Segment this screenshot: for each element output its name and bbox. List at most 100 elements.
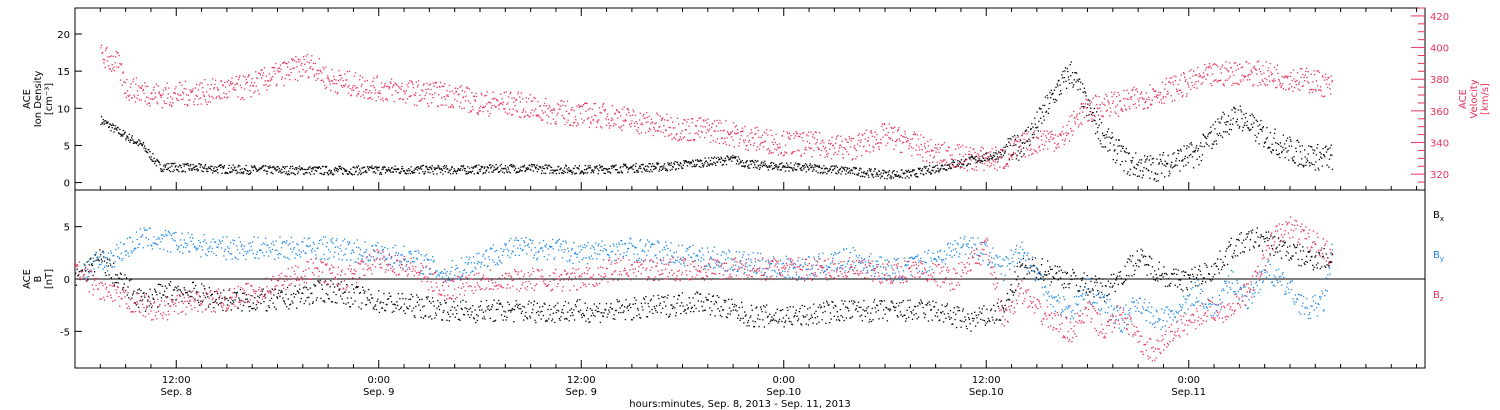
data-point	[737, 160, 739, 163]
data-point	[1060, 90, 1062, 92]
data-point	[434, 168, 436, 170]
data-point	[763, 131, 765, 133]
data-point	[461, 308, 463, 311]
data-point	[725, 159, 727, 162]
data-point	[1068, 82, 1071, 84]
data-point	[210, 169, 213, 171]
data-point	[941, 165, 944, 167]
data-point	[520, 166, 522, 168]
data-point	[987, 159, 989, 161]
data-point	[952, 164, 954, 167]
data-point	[276, 166, 278, 168]
data-point	[211, 172, 214, 174]
data-point	[1284, 156, 1286, 159]
data-point	[220, 166, 222, 169]
data-point	[1256, 136, 1258, 138]
data-point	[148, 156, 151, 158]
data-point	[1250, 69, 1252, 71]
data-point	[529, 315, 531, 318]
data-point	[253, 166, 255, 168]
data-point	[1105, 110, 1107, 112]
data-point	[498, 170, 501, 173]
data-point	[663, 119, 666, 121]
data-point	[221, 297, 223, 299]
data-point	[807, 166, 809, 168]
data-point	[378, 311, 381, 314]
data-point	[895, 175, 898, 177]
data-point	[145, 96, 148, 98]
data-point	[289, 166, 292, 168]
data-point	[676, 161, 679, 164]
data-point	[304, 172, 306, 174]
data-point	[503, 167, 505, 170]
data-point	[1213, 143, 1215, 145]
data-point	[441, 168, 443, 170]
data-point	[164, 285, 166, 287]
data-point	[258, 168, 260, 171]
data-point	[340, 281, 343, 283]
data-point	[835, 138, 837, 140]
data-point	[232, 88, 234, 90]
data-point	[917, 138, 920, 140]
data-point	[463, 167, 465, 170]
data-point	[436, 307, 438, 309]
data-point	[847, 141, 849, 143]
data-point	[109, 68, 112, 70]
data-point	[820, 149, 823, 152]
data-point	[1254, 68, 1257, 70]
data-point	[656, 112, 658, 114]
data-point	[1236, 82, 1238, 84]
data-point	[177, 169, 179, 171]
data-point	[199, 296, 201, 298]
data-point	[464, 307, 466, 309]
data-point	[579, 112, 582, 115]
data-point	[181, 91, 184, 93]
data-point	[517, 171, 519, 174]
data-point	[884, 171, 886, 173]
data-point	[1156, 158, 1158, 160]
data-point	[518, 171, 520, 173]
data-point	[816, 139, 819, 141]
data-point	[191, 89, 193, 92]
data-point	[249, 170, 251, 172]
data-point	[478, 306, 480, 308]
data-point	[732, 139, 734, 141]
data-point	[750, 163, 752, 165]
data-point	[1003, 167, 1006, 169]
data-point	[1177, 83, 1179, 86]
data-point	[1177, 90, 1179, 92]
data-point	[366, 88, 368, 91]
data-point	[122, 135, 124, 137]
data-point	[1008, 159, 1010, 161]
data-point	[1080, 81, 1082, 83]
data-point	[100, 116, 103, 118]
data-point	[486, 91, 488, 93]
data-point	[1053, 89, 1055, 91]
data-point	[804, 163, 807, 165]
data-point	[1313, 164, 1315, 166]
data-point	[1169, 172, 1171, 175]
data-point	[503, 172, 506, 174]
data-point	[953, 166, 956, 168]
data-point	[856, 155, 858, 158]
data-point	[1252, 67, 1254, 69]
data-point	[250, 294, 252, 297]
data-point	[360, 173, 362, 176]
data-point	[1142, 170, 1144, 172]
data-point	[599, 167, 601, 169]
data-point	[764, 160, 766, 162]
data-point	[158, 91, 161, 93]
data-point	[291, 172, 293, 174]
data-point	[124, 274, 126, 276]
data-point	[970, 159, 972, 161]
data-point	[1094, 94, 1097, 97]
data-point	[1324, 156, 1326, 158]
data-point	[881, 125, 883, 128]
data-point	[765, 132, 767, 134]
data-point	[722, 159, 724, 162]
data-point	[294, 78, 296, 81]
data-point	[77, 275, 79, 277]
data-point	[699, 159, 702, 161]
data-point	[450, 309, 452, 312]
data-point	[426, 167, 428, 169]
